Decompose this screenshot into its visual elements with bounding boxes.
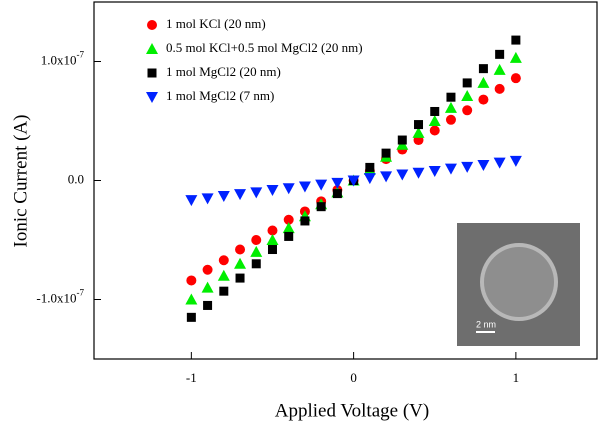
legend-marker [147, 68, 157, 78]
point [428, 115, 441, 126]
point [477, 76, 490, 88]
y-tick-exponent: -7 [77, 288, 85, 298]
point [201, 193, 214, 205]
point [493, 157, 506, 169]
point [461, 90, 474, 102]
point [462, 78, 472, 88]
x-tick-label: 1 [513, 370, 520, 385]
point [234, 189, 247, 201]
point [315, 179, 328, 191]
y-tick-text: 0.0 [68, 171, 84, 186]
legend-label: 1 mol KCl (20 nm) [166, 16, 266, 31]
point [347, 175, 360, 187]
point [235, 273, 245, 283]
point [185, 195, 198, 207]
x-tick-label: -1 [186, 370, 197, 385]
point [493, 63, 506, 75]
point [494, 83, 505, 94]
point [250, 245, 263, 257]
series [186, 73, 521, 286]
y-tick-exponent: -7 [77, 50, 85, 60]
point [446, 92, 456, 102]
point [217, 190, 230, 202]
x-axis-label: Applied Voltage (V) [275, 400, 429, 421]
point [186, 312, 196, 322]
legend-label: 1 mol MgCl2 (20 nm) [166, 64, 281, 79]
point [397, 135, 407, 145]
point [284, 231, 294, 241]
legend-marker [146, 92, 158, 103]
point [396, 169, 409, 181]
point [414, 120, 424, 130]
point [461, 161, 474, 173]
point [363, 173, 376, 185]
point [217, 269, 230, 281]
y-tick-text: 1.0x10 [41, 52, 77, 67]
point [509, 155, 522, 167]
point [511, 35, 521, 45]
point [380, 171, 393, 183]
point [266, 185, 279, 197]
point [218, 255, 229, 266]
point [298, 181, 311, 193]
point [412, 167, 425, 179]
y-tick-label: 1.0x10-7 [41, 50, 85, 68]
legend-marker [146, 43, 158, 54]
inset-image: 2 nm [457, 223, 580, 346]
point [235, 244, 246, 255]
inset-pore [484, 247, 554, 317]
point [331, 177, 344, 189]
series [185, 155, 522, 207]
point [332, 189, 342, 199]
point [462, 105, 473, 116]
point [365, 162, 375, 172]
point [266, 234, 279, 245]
point [428, 165, 441, 177]
point [267, 245, 277, 255]
point [444, 101, 457, 113]
legend-label: 1 mol MgCl2 (7 nm) [166, 88, 274, 103]
point [478, 94, 489, 105]
point [251, 259, 261, 269]
point [201, 281, 214, 293]
point [444, 163, 457, 175]
point [430, 106, 440, 116]
y-tick-label: -1.0x10-7 [36, 288, 84, 306]
point [381, 148, 391, 158]
point [478, 64, 488, 74]
point [186, 275, 197, 286]
point [250, 187, 263, 199]
point [185, 293, 198, 305]
point [203, 300, 213, 310]
point [300, 216, 310, 226]
point [510, 73, 521, 84]
point [283, 214, 294, 225]
point [202, 264, 213, 275]
point [477, 160, 490, 172]
legend-marker [147, 20, 157, 30]
y-tick-text: -1.0x10 [36, 290, 76, 305]
point [267, 225, 278, 236]
point [509, 51, 522, 63]
point [251, 235, 262, 245]
point [495, 49, 505, 59]
point [282, 183, 295, 195]
point [282, 222, 295, 234]
scale-label: 2 nm [476, 319, 496, 329]
point [234, 257, 247, 269]
point [219, 286, 229, 296]
point [445, 114, 456, 125]
point [316, 202, 326, 212]
y-tick-label: 0.0 [68, 171, 84, 186]
x-tick-label: 0 [350, 370, 357, 385]
y-axis-label: Ionic Current (A) [10, 115, 31, 248]
point [412, 126, 425, 138]
legend-label: 0.5 mol KCl+0.5 mol MgCl2 (20 nm) [166, 40, 363, 55]
point [429, 125, 440, 136]
